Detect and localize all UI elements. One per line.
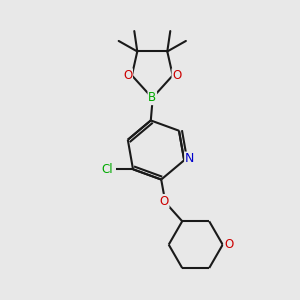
Text: O: O — [123, 69, 132, 82]
Text: B: B — [148, 92, 156, 104]
Text: O: O — [172, 69, 182, 82]
Text: O: O — [160, 195, 169, 208]
Text: O: O — [224, 238, 233, 251]
Text: Cl: Cl — [102, 163, 113, 176]
Text: N: N — [185, 152, 194, 165]
